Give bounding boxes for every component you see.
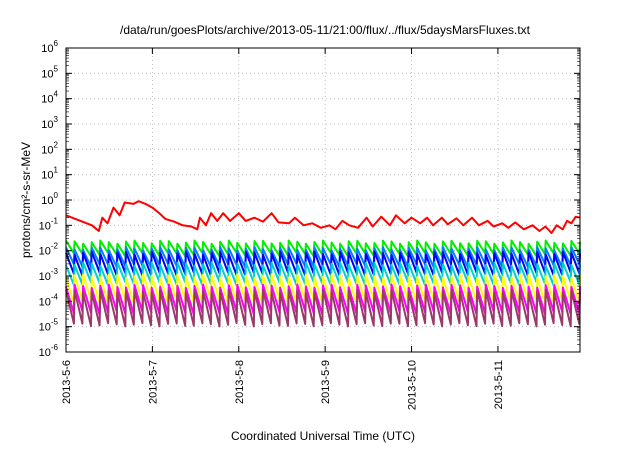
- y-tick-label: 10-3: [39, 267, 59, 283]
- x-tick-label: 2013-5-10: [407, 360, 419, 410]
- y-tick-label: 104: [41, 90, 58, 106]
- y-tick-label: 10-6: [39, 343, 59, 359]
- y-tick-label: 102: [41, 140, 58, 156]
- x-axis: 2013-5-6 2013-5-7 2013-5-8 2013-5-9 2013-5-1…: [61, 48, 505, 410]
- chart-title: /data/run/goesPlots/archive/2013-05-11/2…: [120, 23, 531, 37]
- series-line-2: [65, 239, 581, 258]
- y-tick-label: 106: [41, 39, 58, 55]
- series-line-6: [65, 273, 581, 305]
- x-axis-label: Coordinated Universal Time (UTC): [231, 429, 415, 443]
- x-tick-label: 2013-5-8: [234, 360, 246, 404]
- series-line-3: [65, 246, 581, 269]
- series-line-5: [65, 261, 581, 287]
- y-tick-label: 10-1: [39, 216, 59, 232]
- series-line-4: [65, 250, 581, 277]
- x-tick-label: 2013-5-6: [61, 360, 73, 404]
- y-tick-label: 101: [41, 166, 58, 182]
- y-tick-label: 10-4: [39, 292, 59, 308]
- y-tick-label: 105: [41, 64, 58, 80]
- x-tick-label: 2013-5-11: [493, 360, 505, 409]
- y-axis-label: protons/cm²-s-sr-MeV: [19, 142, 33, 258]
- series-line-7: [65, 283, 581, 316]
- y-tick-label: 103: [41, 115, 58, 131]
- x-tick-label: 2013-5-7: [147, 360, 159, 404]
- y-tick-label: 10-5: [39, 318, 59, 334]
- y-tick-label: 100: [41, 191, 58, 207]
- series-line-8: [65, 288, 581, 328]
- series-line-1: [65, 200, 581, 234]
- series-layer: [65, 200, 581, 328]
- x-tick-label: 2013-5-9: [320, 360, 332, 404]
- y-tick-label: 10-2: [39, 242, 59, 258]
